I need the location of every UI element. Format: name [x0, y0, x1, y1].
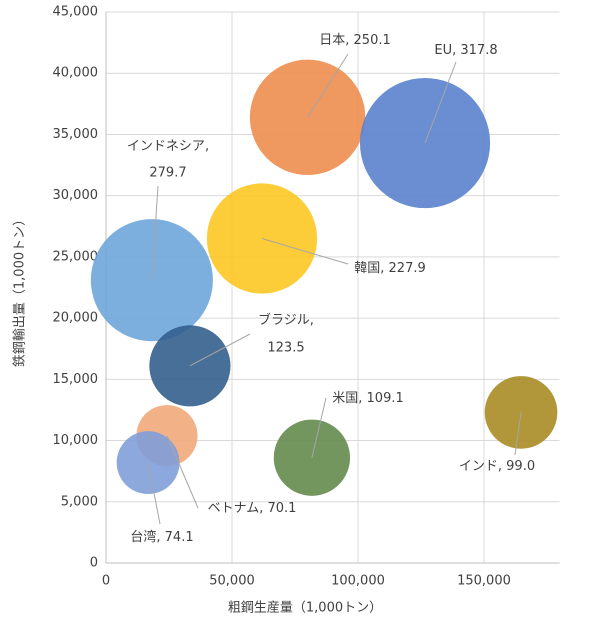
data-label-text: 韓国, 227.9: [354, 261, 426, 276]
leader-line: [424, 61, 457, 144]
label-separator: ,: [358, 391, 366, 406]
leader-line: [311, 397, 327, 458]
data-label: EU, 317.8: [434, 43, 497, 58]
label-separator: ,: [259, 501, 267, 516]
data-label: ベトナム, 70.1: [208, 501, 297, 516]
label-name: 台湾: [130, 529, 156, 545]
label-name: インドネシア: [127, 139, 205, 154]
data-label-text: 日本, 250.1: [319, 33, 391, 48]
label-name: EU: [434, 43, 452, 58]
leader-line: [147, 462, 161, 525]
data-label: 韓国, 227.9: [354, 261, 426, 276]
bubble: [90, 219, 213, 342]
label-size: 279.7: [149, 166, 186, 181]
label-separator: ,: [310, 313, 314, 328]
label-name: ブラジル: [258, 312, 310, 328]
y-tick-label: 10,000: [53, 433, 99, 448]
label-size: 74.1: [165, 530, 194, 545]
label-size: 70.1: [267, 501, 296, 516]
bubble: [116, 431, 180, 495]
data-label-text: インド, 99.0: [459, 459, 535, 474]
data-label: 台湾, 74.1: [130, 529, 193, 545]
y-tick-label: 0: [90, 556, 98, 571]
leader-line: [151, 185, 159, 281]
data-label-text: 台湾, 74.1: [130, 529, 193, 545]
leader-line: [189, 333, 251, 367]
label-name: 米国: [332, 391, 358, 406]
label-size: 227.9: [389, 261, 426, 276]
y-tick-label: 40,000: [53, 66, 99, 81]
x-axis-title: 粗鋼生産量（1,000トン）: [228, 600, 382, 616]
x-tick-label: 150,000: [457, 574, 511, 589]
y-tick-label: 45,000: [53, 5, 99, 20]
y-tick-label: 30,000: [53, 188, 99, 203]
x-tick-label: 0: [102, 574, 110, 589]
label-size: 317.8: [460, 43, 497, 58]
label-separator: ,: [498, 459, 506, 474]
label-size: 250.1: [354, 33, 391, 48]
y-axis-title: 鉄鋼輸出量（1,000トン）: [13, 213, 28, 367]
label-name: 韓国: [354, 261, 380, 276]
leader-line: [307, 53, 349, 118]
data-label: インドネシア, 279.7: [127, 139, 209, 181]
data-label: ブラジル, 123.5: [258, 312, 314, 356]
leader-line: [166, 435, 199, 509]
label-name: 日本: [319, 33, 345, 48]
label-separator: ,: [345, 33, 353, 48]
y-tick-label: 5,000: [61, 494, 98, 509]
leader-line: [514, 412, 522, 456]
label-name: ベトナム: [208, 501, 260, 516]
data-label-text: ブラジル,: [258, 312, 314, 328]
y-tick-label: 15,000: [53, 372, 99, 387]
label-size: 109.1: [367, 391, 404, 406]
data-label-text: EU, 317.8: [434, 43, 497, 58]
label-size: 99.0: [506, 459, 535, 474]
data-label-text: インドネシア,: [127, 139, 209, 154]
label-separator: ,: [380, 261, 388, 276]
label-separator: ,: [452, 43, 460, 58]
data-label: 米国, 109.1: [332, 391, 404, 406]
label-name: インド: [459, 459, 498, 474]
x-tick-label: 100,000: [331, 574, 385, 589]
y-tick-label: 35,000: [53, 127, 99, 142]
label-separator: ,: [156, 530, 164, 545]
data-label-text: 米国, 109.1: [332, 391, 404, 406]
data-label: インド, 99.0: [459, 459, 535, 474]
y-tick-label: 25,000: [53, 249, 99, 264]
data-label-text: ベトナム, 70.1: [208, 501, 297, 516]
data-label: 日本, 250.1: [319, 33, 391, 48]
label-separator: ,: [205, 139, 209, 154]
y-tick-label: 20,000: [53, 311, 99, 326]
leader-line: [261, 238, 349, 265]
label-size: 123.5: [267, 341, 304, 356]
x-tick-label: 50,000: [209, 574, 255, 589]
